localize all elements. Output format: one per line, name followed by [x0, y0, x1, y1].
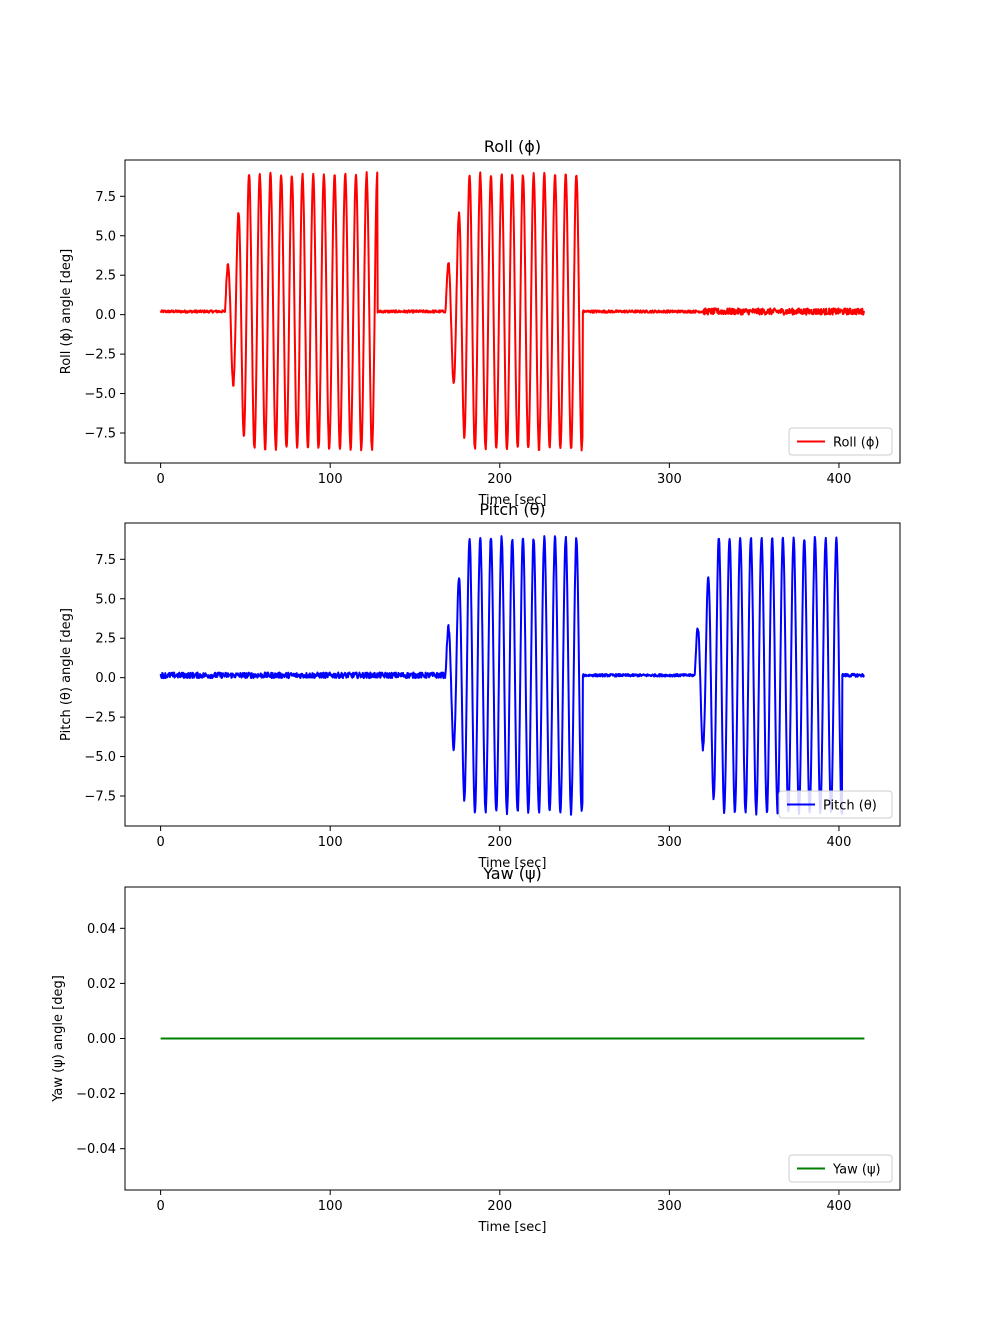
pitch-x-tick-label: 400	[827, 835, 852, 850]
yaw-legend: Yaw (ψ)	[788, 1154, 893, 1183]
roll-axes-frame	[124, 159, 901, 464]
pitch-chart: Pitch (θ) 0 100 200 300 400 7.5 5.0 2.5 0.0 −2.5 −5…	[59, 500, 901, 871]
yaw-y-tick-label: −0.04	[76, 1142, 116, 1157]
yaw-y-axis-label: Yaw (ψ) angle [deg]	[51, 975, 66, 1103]
yaw-x-axis-label: Time [sec]	[477, 1220, 546, 1235]
pitch-y-tick-label: 2.5	[95, 632, 116, 647]
roll-y-tick-label: 5.0	[95, 229, 116, 244]
roll-legend-box	[788, 427, 893, 456]
yaw-chart: Yaw (ψ) 0 100 200 300 400 0.04 0.02 0.00 −0.02 −0.…	[51, 864, 901, 1235]
yaw-x-tick-label: 400	[827, 1199, 852, 1214]
pitch-series-line	[159, 535, 865, 816]
roll-x-tick-label: 300	[657, 472, 682, 487]
yaw-x-tick-label: 0	[156, 1199, 164, 1214]
roll-y-tick-label: −7.5	[84, 427, 116, 442]
pitch-y-axis-label: Pitch (θ) angle [deg]	[59, 608, 74, 741]
pitch-y-tick-label: −5.0	[84, 750, 116, 765]
yaw-y-tick-label: −0.02	[76, 1087, 116, 1102]
yaw-y-tick-label: 0.04	[87, 922, 116, 937]
pitch-axes-frame	[124, 522, 901, 827]
pitch-x-tick-label: 0	[156, 835, 164, 850]
roll-title: Roll (ϕ)	[484, 137, 541, 156]
roll-y-tick-label: 7.5	[95, 190, 116, 205]
roll-legend-label: Roll (ϕ)	[833, 436, 879, 451]
yaw-x-tick-label: 200	[487, 1199, 512, 1214]
yaw-legend-label: Yaw (ψ)	[832, 1163, 881, 1178]
pitch-y-tick-label: 0.0	[95, 671, 116, 686]
roll-x-tick-label: 400	[827, 472, 852, 487]
pitch-legend-box	[778, 790, 893, 819]
roll-x-tick-label: 100	[318, 472, 343, 487]
pitch-y-tick-label: −2.5	[84, 711, 116, 726]
roll-y-tick-label: −2.5	[84, 348, 116, 363]
roll-y-tick-label: −5.0	[84, 387, 116, 402]
yaw-y-tick-label: 0.00	[87, 1032, 116, 1047]
pitch-x-tick-label: 200	[487, 835, 512, 850]
roll-x-tick-label: 200	[487, 472, 512, 487]
roll-x-axis-label: Time [sec]	[477, 493, 546, 508]
roll-y-tick-label: 2.5	[95, 269, 116, 284]
pitch-x-axis-label: Time [sec]	[477, 856, 546, 871]
roll-x-tick-label: 0	[156, 472, 164, 487]
pitch-y-tick-label: −7.5	[84, 790, 116, 805]
pitch-x-tick-label: 100	[318, 835, 343, 850]
roll-legend: Roll (ϕ)	[788, 427, 893, 456]
roll-y-tick-label: 0.0	[95, 308, 116, 323]
pitch-x-tick-label: 300	[657, 835, 682, 850]
yaw-y-tick-label: 0.02	[87, 977, 116, 992]
pitch-y-tick-label: 7.5	[95, 553, 116, 568]
roll-series-line	[159, 171, 865, 452]
pitch-legend: Pitch (θ)	[778, 790, 893, 819]
roll-y-axis-label: Roll (ϕ) angle [deg]	[59, 249, 74, 374]
yaw-title: Yaw (ψ)	[482, 864, 542, 883]
pitch-y-tick-label: 5.0	[95, 592, 116, 607]
yaw-legend-box	[788, 1154, 893, 1183]
yaw-x-tick-label: 100	[318, 1199, 343, 1214]
pitch-title: Pitch (θ)	[479, 500, 545, 519]
yaw-x-tick-label: 300	[657, 1199, 682, 1214]
pitch-legend-label: Pitch (θ)	[823, 799, 877, 814]
roll-chart: Roll (ϕ) 0 100 200 300 400 7.5 5.0 2.5 0.0 −2.5 −5.…	[59, 137, 901, 508]
